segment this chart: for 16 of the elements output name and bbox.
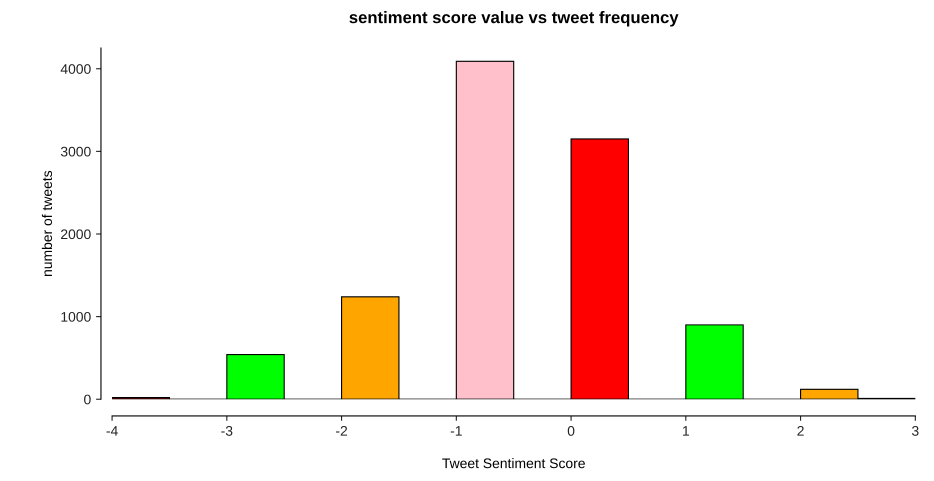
y-axis-title: number of tweets (42, 170, 52, 276)
y-tick-label: 2000 (61, 229, 91, 240)
y-tick-label: 0 (84, 394, 91, 404)
x-axis-title: Tweet Sentiment Score (442, 458, 585, 468)
x-tick-label: -2 (336, 426, 348, 436)
x-tick-label: 0 (568, 426, 574, 436)
x-tick-label: 2 (797, 426, 804, 436)
y-tick-label: 1000 (61, 312, 91, 322)
y-tick-label: 4000 (60, 64, 91, 74)
x-tick-label: 3 (912, 426, 919, 436)
chart-title: sentiment score value vs tweet frequency (349, 11, 679, 27)
x-tick-label: -4 (106, 426, 118, 436)
x-tick-label: 1 (683, 426, 690, 436)
y-tick-label: 3000 (60, 146, 91, 157)
x-tick-label: -1 (450, 426, 462, 436)
x-tick-label: -3 (221, 426, 232, 436)
